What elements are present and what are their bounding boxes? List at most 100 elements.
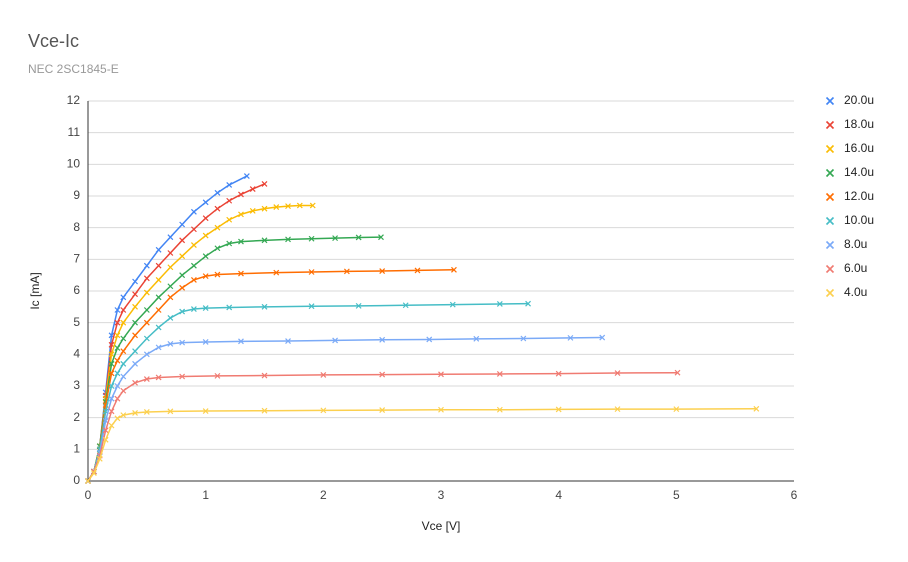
legend-marker <box>825 168 835 178</box>
point <box>179 272 186 279</box>
series-line <box>87 371 678 482</box>
point <box>155 246 162 253</box>
x-axis-title: Vce [V] <box>422 519 461 533</box>
legend-marker <box>825 264 835 274</box>
series-line <box>87 302 529 482</box>
point <box>155 262 162 269</box>
y-tick-label: 1 <box>73 442 80 456</box>
point <box>155 324 162 331</box>
y-tick-label: 6 <box>73 283 80 297</box>
point <box>90 470 97 477</box>
point <box>179 308 186 315</box>
point <box>567 334 574 341</box>
point <box>296 202 303 209</box>
legend-label: 18.0u <box>844 117 874 131</box>
x-tick-label: 5 <box>673 488 680 502</box>
point <box>114 383 121 389</box>
point <box>143 289 150 296</box>
point <box>438 371 444 378</box>
point <box>308 235 315 242</box>
y-tick-label: 7 <box>73 252 80 266</box>
point <box>249 186 256 192</box>
point <box>132 360 138 367</box>
point <box>120 307 127 313</box>
point <box>108 370 115 377</box>
point <box>179 253 186 260</box>
point <box>108 422 115 429</box>
point <box>355 302 362 309</box>
point <box>167 234 174 241</box>
point <box>114 332 121 339</box>
point <box>261 205 268 212</box>
point <box>167 408 174 415</box>
point <box>520 335 527 342</box>
point <box>496 371 503 377</box>
point <box>226 304 233 311</box>
point <box>238 338 244 345</box>
point <box>285 203 291 210</box>
point <box>214 372 221 379</box>
point <box>190 208 197 215</box>
series-line <box>87 408 757 482</box>
point <box>379 336 386 343</box>
point <box>132 348 138 355</box>
point <box>108 360 115 367</box>
point <box>238 238 244 245</box>
point <box>473 335 480 342</box>
legend-label: 10.0u <box>844 213 874 227</box>
point <box>132 278 138 285</box>
point <box>102 427 109 434</box>
point <box>202 215 209 222</box>
y-tick-label: 3 <box>73 378 80 392</box>
point <box>114 395 121 402</box>
point <box>243 173 250 179</box>
point <box>214 189 221 196</box>
point <box>102 436 109 443</box>
y-tick-label: 9 <box>73 188 80 202</box>
point <box>753 405 760 412</box>
point <box>309 202 316 209</box>
point <box>214 205 221 212</box>
point <box>226 197 233 204</box>
legend-label: 4.0u <box>844 285 867 299</box>
point <box>114 345 121 351</box>
point <box>120 412 127 419</box>
point <box>449 301 456 308</box>
point <box>214 271 221 278</box>
point <box>120 319 127 326</box>
point <box>614 406 621 413</box>
series-line <box>87 336 603 482</box>
point <box>402 302 409 309</box>
y-tick-label: 4 <box>73 347 80 361</box>
point <box>261 181 268 187</box>
legend-marker <box>825 288 835 298</box>
point <box>555 406 562 413</box>
x-tick-label: 3 <box>438 488 445 502</box>
point <box>120 373 127 380</box>
point <box>451 266 457 273</box>
point <box>614 370 621 376</box>
legend-label: 20.0u <box>844 93 874 107</box>
legend-marker <box>825 192 835 202</box>
point <box>179 237 186 244</box>
point <box>674 369 681 376</box>
point <box>285 338 291 344</box>
point <box>214 224 221 231</box>
point <box>226 181 233 188</box>
x-tick-label: 4 <box>555 488 562 502</box>
point <box>379 268 386 274</box>
legend-label: 8.0u <box>844 237 867 251</box>
point <box>114 357 121 364</box>
point <box>167 250 174 256</box>
point <box>332 337 339 344</box>
point <box>673 406 680 413</box>
point <box>378 234 384 241</box>
point <box>132 291 138 298</box>
point <box>555 370 562 377</box>
point <box>114 319 121 326</box>
point <box>261 303 268 310</box>
x-tick-label: 6 <box>791 488 798 502</box>
point <box>190 262 197 269</box>
x-tick-label: 1 <box>202 488 209 502</box>
